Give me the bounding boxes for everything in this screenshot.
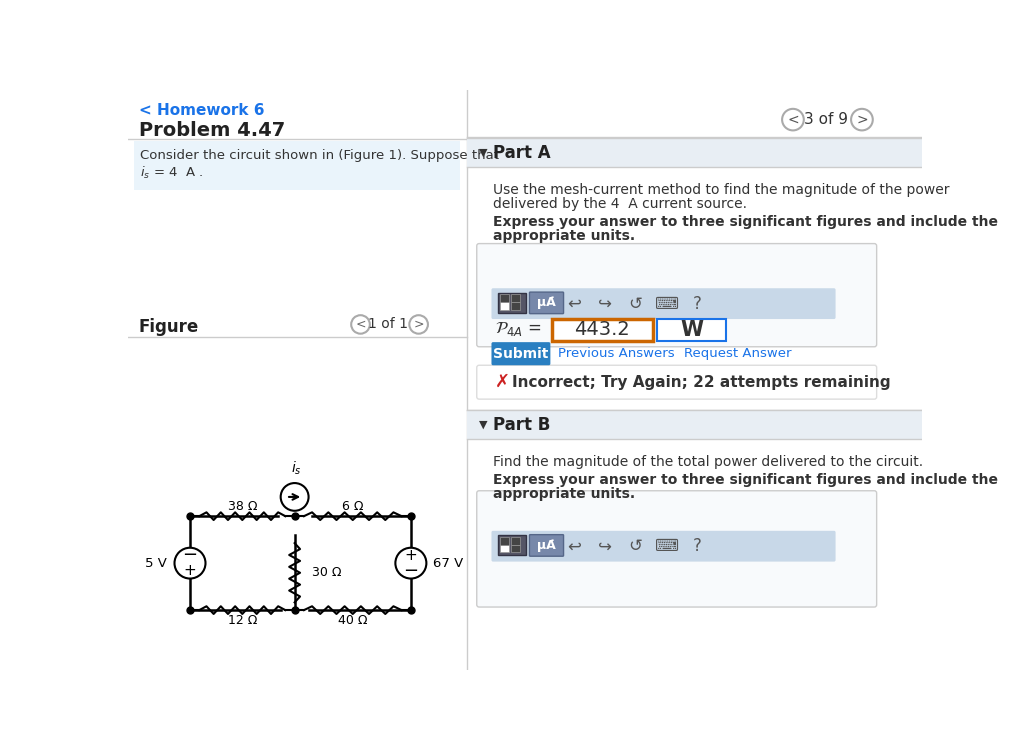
Text: Express your answer to three significant figures and include the: Express your answer to three significant… xyxy=(493,215,998,229)
Circle shape xyxy=(174,547,206,578)
Text: ?: ? xyxy=(693,294,702,312)
Text: ↩: ↩ xyxy=(566,537,581,555)
Text: Problem 4.47: Problem 4.47 xyxy=(139,121,285,140)
Text: Incorrect; Try Again; 22 attempts remaining: Incorrect; Try Again; 22 attempts remain… xyxy=(512,375,890,390)
Text: delivered by the 4  A current source.: delivered by the 4 A current source. xyxy=(493,197,748,211)
Text: ?: ? xyxy=(693,537,702,555)
Text: 6 Ω: 6 Ω xyxy=(342,501,364,514)
Text: −: − xyxy=(403,562,419,580)
Text: >: > xyxy=(856,113,867,127)
FancyBboxPatch shape xyxy=(134,141,461,191)
FancyBboxPatch shape xyxy=(477,491,877,607)
FancyBboxPatch shape xyxy=(492,288,836,319)
Text: +: + xyxy=(404,548,417,563)
Text: Submit: Submit xyxy=(494,346,549,361)
Text: 67 V: 67 V xyxy=(432,556,463,569)
Text: $i_s$: $i_s$ xyxy=(291,459,301,477)
Text: >: > xyxy=(414,318,424,331)
Text: < Homework 6: < Homework 6 xyxy=(139,102,264,117)
Text: appropriate units.: appropriate units. xyxy=(493,229,635,243)
FancyBboxPatch shape xyxy=(498,535,525,556)
FancyBboxPatch shape xyxy=(492,531,836,562)
FancyBboxPatch shape xyxy=(492,342,550,365)
FancyBboxPatch shape xyxy=(498,293,525,313)
FancyBboxPatch shape xyxy=(529,292,563,314)
Text: ↩: ↩ xyxy=(566,294,581,312)
FancyBboxPatch shape xyxy=(511,302,520,309)
Text: ⌨: ⌨ xyxy=(654,537,679,555)
Text: Find the magnitude of the total power delivered to the circuit.: Find the magnitude of the total power de… xyxy=(493,455,924,468)
Text: Express your answer to three significant figures and include the: Express your answer to three significant… xyxy=(493,473,998,487)
Text: Use the mesh-current method to find the magnitude of the power: Use the mesh-current method to find the … xyxy=(493,183,949,197)
Text: Previous Answers: Previous Answers xyxy=(558,347,675,360)
Text: Part B: Part B xyxy=(493,416,551,434)
Text: appropriate units.: appropriate units. xyxy=(493,487,635,501)
Text: −: − xyxy=(182,547,198,565)
FancyBboxPatch shape xyxy=(467,410,922,439)
FancyBboxPatch shape xyxy=(656,319,726,340)
Text: 40 Ω: 40 Ω xyxy=(338,614,368,627)
Circle shape xyxy=(782,109,804,130)
Text: +: + xyxy=(183,563,197,578)
Circle shape xyxy=(281,483,308,511)
Text: 38 Ω: 38 Ω xyxy=(227,501,257,514)
Text: W: W xyxy=(680,320,702,340)
Text: ⌨: ⌨ xyxy=(654,294,679,312)
Text: <: < xyxy=(787,113,799,127)
Text: 30 Ω: 30 Ω xyxy=(311,566,341,579)
FancyBboxPatch shape xyxy=(477,365,877,399)
FancyBboxPatch shape xyxy=(511,544,520,553)
Circle shape xyxy=(351,316,370,334)
FancyBboxPatch shape xyxy=(500,302,509,309)
Text: <: < xyxy=(355,318,366,331)
Circle shape xyxy=(410,316,428,334)
Text: $\mathcal{P}_{4A}$ =: $\mathcal{P}_{4A}$ = xyxy=(495,320,541,338)
Text: 12 Ω: 12 Ω xyxy=(227,614,257,627)
FancyBboxPatch shape xyxy=(511,294,520,302)
FancyBboxPatch shape xyxy=(467,138,922,167)
Text: Figure: Figure xyxy=(139,319,199,337)
FancyBboxPatch shape xyxy=(128,90,922,670)
FancyBboxPatch shape xyxy=(500,544,509,553)
FancyBboxPatch shape xyxy=(477,243,877,347)
FancyBboxPatch shape xyxy=(500,294,509,302)
Text: 5 V: 5 V xyxy=(144,556,167,569)
Text: Request Answer: Request Answer xyxy=(684,347,792,360)
Text: ▼: ▼ xyxy=(479,148,487,157)
Text: ↺: ↺ xyxy=(629,294,643,312)
Text: ▼: ▼ xyxy=(479,419,487,429)
FancyBboxPatch shape xyxy=(552,319,652,340)
FancyBboxPatch shape xyxy=(500,537,509,544)
Text: ↺: ↺ xyxy=(629,537,643,555)
Text: 3 of 9: 3 of 9 xyxy=(804,112,848,127)
Text: $i_s$ = 4  A .: $i_s$ = 4 A . xyxy=(140,165,204,181)
Text: Consider the circuit shown in (Figure 1). Suppose that: Consider the circuit shown in (Figure 1)… xyxy=(140,149,500,162)
Text: μȦ: μȦ xyxy=(538,297,556,309)
Text: ↪: ↪ xyxy=(598,294,611,312)
FancyBboxPatch shape xyxy=(529,535,563,556)
Circle shape xyxy=(851,109,872,130)
Text: Part A: Part A xyxy=(493,144,551,162)
Text: ↪: ↪ xyxy=(598,537,611,555)
Text: 1 of 1: 1 of 1 xyxy=(368,318,408,331)
Text: 443.2: 443.2 xyxy=(574,320,630,340)
Circle shape xyxy=(395,547,426,578)
FancyBboxPatch shape xyxy=(511,537,520,544)
Text: μȦ: μȦ xyxy=(538,539,556,552)
Text: ✗: ✗ xyxy=(495,373,510,392)
